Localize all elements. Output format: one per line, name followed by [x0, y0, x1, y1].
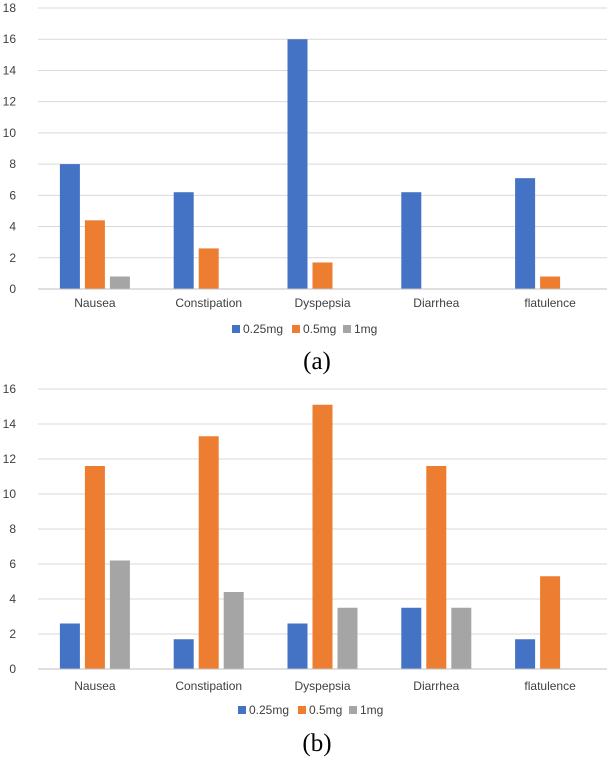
bar-diarrhea-1mg — [451, 607, 472, 669]
legend-swatch-0-25mg — [232, 325, 240, 333]
legend-label-0-5mg: 0.5mg — [309, 703, 342, 717]
legend-swatch-0-25mg — [238, 706, 246, 714]
x-axis-a: Nausea Constipation Dyspepsia Diarrhea flatu… — [74, 296, 576, 310]
x-tick-label-constipation: Constipation — [175, 296, 242, 310]
y-tick-label: 4 — [9, 220, 16, 234]
legend-swatch-1mg — [343, 325, 351, 333]
bar-diarrhea-0-5mg — [426, 466, 447, 669]
y-tick-label: 2 — [9, 251, 16, 265]
y-tick-label: 14 — [3, 417, 17, 431]
bar-constipation-1mg — [223, 592, 244, 669]
y-tick-label: 4 — [9, 592, 16, 606]
panel-label-b: (b) — [302, 730, 331, 757]
legend-label-0-5mg: 0.5mg — [303, 322, 336, 336]
y-tick-label: 8 — [9, 522, 16, 536]
y-tick-label: 14 — [3, 63, 17, 77]
y-tick-label: 10 — [3, 487, 17, 501]
bar-constipation-0-25mg — [173, 639, 194, 669]
y-axis-b: 0 2 4 6 8 10 12 14 16 — [3, 382, 17, 676]
y-tick-label: 12 — [3, 95, 17, 109]
legend-b: 0.25mg 0.5mg 1mg — [238, 703, 383, 717]
bar-flatulence-0-25mg — [515, 639, 536, 669]
x-tick-label-nausea: Nausea — [74, 296, 116, 310]
legend-swatch-0-5mg — [292, 325, 300, 333]
y-tick-label: 8 — [9, 157, 16, 171]
x-tick-label-nausea: Nausea — [74, 679, 116, 693]
legend-swatch-0-5mg — [298, 706, 306, 714]
y-tick-label: 16 — [3, 32, 17, 46]
bar-dyspepsia-0-5mg — [312, 404, 333, 669]
bar-dyspepsia-0-25mg — [287, 623, 308, 669]
bar-dyspepsia-0-25mg — [287, 39, 308, 289]
y-tick-label: 0 — [9, 662, 16, 676]
gridlines-a — [38, 7, 607, 259]
x-tick-label-dyspepsia: Dyspepsia — [294, 679, 350, 693]
bar-diarrhea-0-25mg — [401, 192, 422, 289]
bars-a — [59, 39, 561, 289]
chart-panel-b: 0 2 4 6 8 10 12 14 16 Nausea Constipation Dyspepsi… — [3, 382, 607, 757]
legend-label-1mg: 1mg — [354, 322, 377, 336]
bar-nausea-0-5mg — [84, 466, 105, 669]
bar-flatulence-0-25mg — [515, 178, 536, 289]
panel-label-a: (a) — [303, 348, 331, 375]
y-tick-label: 12 — [3, 452, 17, 466]
bar-diarrhea-0-25mg — [401, 607, 422, 669]
y-tick-label: 2 — [9, 627, 16, 641]
x-tick-label-diarrhea: Diarrhea — [413, 296, 459, 310]
bar-nausea-1mg — [109, 276, 130, 289]
bar-dyspepsia-1mg — [337, 607, 358, 669]
y-tick-label: 10 — [3, 126, 17, 140]
legend-label-0-25mg: 0.25mg — [243, 322, 283, 336]
bar-dyspepsia-0-5mg — [312, 262, 333, 289]
bar-nausea-1mg — [109, 560, 130, 669]
y-tick-label: 6 — [9, 557, 16, 571]
bar-constipation-0-5mg — [198, 436, 219, 669]
legend-swatch-1mg — [349, 706, 357, 714]
y-tick-label: 0 — [9, 282, 16, 296]
x-tick-label-flatulence: flatulence — [524, 296, 576, 310]
bar-nausea-0-25mg — [59, 623, 80, 669]
bar-nausea-0-25mg — [59, 164, 80, 289]
y-tick-label: 6 — [9, 188, 16, 202]
legend-a: 0.25mg 0.5mg 1mg — [232, 322, 377, 336]
bar-constipation-0-25mg — [173, 192, 194, 289]
legend-label-1mg: 1mg — [360, 703, 383, 717]
y-tick-label: 18 — [3, 1, 17, 15]
x-tick-label-flatulence: flatulence — [524, 679, 576, 693]
x-axis-b: Nausea Constipation Dyspepsia Diarrhea flatu… — [74, 679, 576, 693]
x-tick-label-constipation: Constipation — [175, 679, 242, 693]
x-tick-label-diarrhea: Diarrhea — [413, 679, 459, 693]
legend-label-0-25mg: 0.25mg — [249, 703, 289, 717]
y-tick-label: 16 — [3, 382, 17, 396]
x-tick-label-dyspepsia: Dyspepsia — [294, 296, 350, 310]
bars-b — [59, 404, 561, 669]
bar-nausea-0-5mg — [84, 220, 105, 289]
y-axis-a: 0 2 4 6 8 10 12 14 16 18 — [3, 1, 17, 296]
bar-flatulence-0-5mg — [540, 576, 561, 669]
bar-constipation-0-5mg — [198, 248, 219, 289]
chart-panel-a: 0 2 4 6 8 10 12 14 16 18 Nausea Constipation Dyspep… — [3, 1, 607, 375]
bar-flatulence-0-5mg — [540, 276, 561, 289]
